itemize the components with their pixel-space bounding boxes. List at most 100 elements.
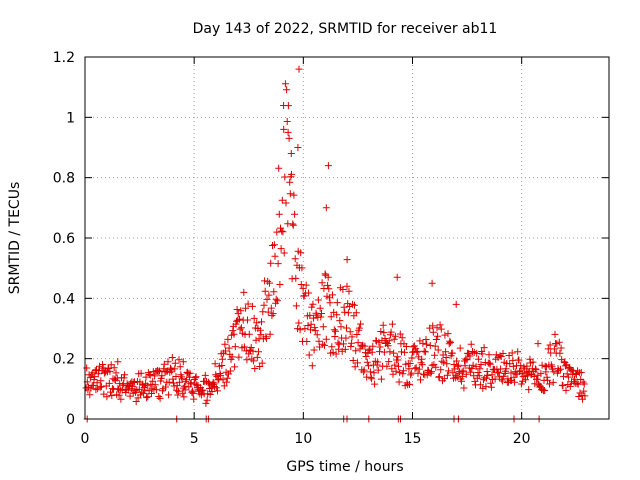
data-point <box>560 372 567 380</box>
data-point <box>557 344 565 352</box>
data-point <box>264 308 272 316</box>
data-point <box>361 342 369 350</box>
data-point <box>360 366 368 374</box>
data-point <box>366 368 374 376</box>
data-point <box>401 348 409 356</box>
data-point <box>334 339 342 347</box>
data-point <box>426 342 434 349</box>
data-point <box>555 338 563 346</box>
data-point <box>86 391 94 399</box>
data-point <box>563 370 571 378</box>
data-point <box>148 390 155 397</box>
data-point <box>297 249 305 257</box>
data-point <box>143 394 151 402</box>
data-point <box>421 348 429 356</box>
data-point <box>479 384 487 392</box>
data-point <box>483 368 491 375</box>
data-point <box>454 361 462 369</box>
data-point <box>185 383 193 391</box>
data-point <box>520 363 528 371</box>
data-point <box>99 361 107 368</box>
data-point <box>324 162 332 170</box>
data-point <box>344 309 352 317</box>
data-point <box>257 331 265 339</box>
data-point <box>475 355 483 363</box>
data-point <box>112 369 120 377</box>
y-axis-label: SRMTID / TECUs <box>7 182 23 295</box>
data-point <box>185 373 193 381</box>
data-point <box>132 398 140 405</box>
data-point <box>282 199 290 207</box>
data-point <box>279 228 287 236</box>
data-point <box>303 338 311 345</box>
data-point <box>351 363 359 371</box>
data-point <box>228 353 236 361</box>
data-points <box>82 65 589 423</box>
data-point <box>534 340 542 348</box>
data-point <box>100 369 108 377</box>
data-point <box>144 393 152 401</box>
data-point <box>333 299 341 307</box>
data-point <box>324 273 332 281</box>
data-point <box>459 367 467 375</box>
data-point <box>211 383 218 390</box>
data-point <box>423 340 431 348</box>
data-point <box>562 386 570 394</box>
data-point <box>374 366 382 374</box>
data-point <box>434 332 442 340</box>
data-point <box>497 353 505 360</box>
data-point <box>223 378 231 386</box>
data-point <box>522 369 530 377</box>
data-point <box>236 325 244 333</box>
data-point <box>165 391 173 399</box>
data-point <box>505 378 512 386</box>
data-point <box>459 372 467 380</box>
data-point <box>468 365 476 373</box>
data-point <box>524 372 531 380</box>
data-point <box>243 356 251 364</box>
data-point <box>203 396 211 404</box>
data-point <box>215 375 223 383</box>
data-point <box>173 386 181 394</box>
data-point <box>182 378 190 386</box>
data-point <box>418 355 426 363</box>
data-point <box>236 315 243 323</box>
data-point <box>285 134 293 142</box>
data-point <box>90 376 98 384</box>
data-point <box>573 379 581 387</box>
y-tick-label: 1.2 <box>53 50 75 66</box>
data-point <box>214 387 221 395</box>
data-point <box>360 368 368 376</box>
data-point <box>212 371 220 379</box>
data-point <box>480 376 487 384</box>
data-point <box>463 356 471 364</box>
data-point <box>368 375 376 383</box>
data-point <box>480 344 488 352</box>
data-point <box>281 80 289 88</box>
data-point <box>506 360 514 368</box>
data-point <box>295 319 303 327</box>
data-point <box>340 340 347 348</box>
data-point <box>412 364 420 372</box>
data-point <box>393 273 401 281</box>
data-point <box>322 335 330 343</box>
data-point <box>396 369 404 377</box>
data-point <box>237 324 245 332</box>
data-point <box>559 382 567 390</box>
data-point <box>97 377 105 385</box>
data-point <box>296 326 304 334</box>
data-point <box>332 327 339 335</box>
data-point <box>306 311 314 319</box>
data-point <box>498 377 506 385</box>
data-point <box>219 376 227 384</box>
data-point <box>369 342 377 350</box>
data-point <box>231 343 239 351</box>
data-point <box>258 359 266 367</box>
data-point <box>223 374 231 382</box>
data-point <box>467 368 475 376</box>
data-point <box>343 256 351 264</box>
data-point <box>336 317 344 325</box>
data-point <box>158 372 166 380</box>
data-point <box>131 387 139 395</box>
